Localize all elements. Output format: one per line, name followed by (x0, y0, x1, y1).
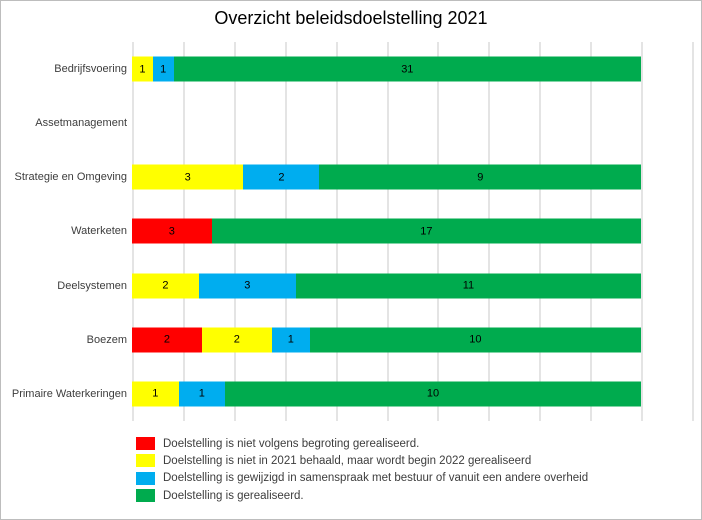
bar-value: 1 (198, 387, 205, 400)
bar-value: 3 (168, 225, 175, 238)
bar-value: 9 (477, 171, 484, 184)
category-row: Deelsystemen 2 3 11 (1, 259, 701, 313)
bar-segment-red: 2 (132, 327, 202, 353)
bar-segment-green: 10 (225, 381, 641, 407)
bar-segment-blue: 1 (152, 56, 174, 82)
bar-segment-blue: 3 (198, 273, 296, 299)
bar-value: 11 (462, 279, 475, 292)
bar-segment-red: 3 (132, 218, 212, 244)
bar-value: 1 (287, 333, 294, 346)
bar-value: 17 (420, 225, 433, 238)
category-label: Waterketen (71, 225, 127, 238)
bar-track: 1 1 10 (132, 381, 641, 407)
category-label: Deelsystemen (57, 279, 127, 292)
legend-label: Doelstelling is niet volgens begroting g… (163, 437, 420, 450)
bar-value: 3 (184, 171, 191, 184)
bar-segment-blue: 1 (178, 381, 225, 407)
bar-segment-green: 10 (309, 327, 641, 353)
bar-segment-yellow: 2 (132, 273, 199, 299)
bar-segment-yellow: 1 (132, 56, 153, 82)
gridline (641, 42, 644, 421)
legend-item: Doelstelling is gewijzigd in samenspraak… (136, 471, 589, 485)
bar-value: 2 (162, 279, 169, 292)
bar-track: 3 17 (132, 218, 641, 244)
category-row: Strategie en Omgeving 3 2 9 (1, 150, 701, 204)
legend-swatch-yellow (136, 454, 155, 468)
bar-value: 1 (152, 387, 159, 400)
bar-segment-blue: 2 (243, 164, 320, 190)
bar-value: 1 (139, 63, 146, 76)
legend-swatch-red (136, 437, 155, 450)
bar-segment-green: 31 (173, 56, 642, 82)
legend-item: Doelstelling is niet volgens begroting g… (136, 437, 588, 450)
bar-track: 2 3 11 (132, 273, 641, 299)
bar-segment-yellow: 2 (201, 327, 272, 353)
chart-title: Overzicht beleidsdoelstelling 2021 (214, 8, 488, 28)
category-row: Boezem 2 2 1 10 (1, 313, 701, 367)
legend-item: Doelstelling is niet in 2021 behaald, ma… (136, 454, 588, 468)
bar-track (132, 111, 641, 136)
rows: Bedrijfsvoering 1 1 31 Assetmanagement Strate… (1, 42, 701, 421)
category-row: Primaire Waterkeringen 1 1 10 (1, 367, 701, 421)
bar-track: 2 2 1 10 (132, 327, 641, 353)
bar-value: 10 (426, 387, 440, 400)
legend-label: Doelstelling is gerealiseerd. (163, 489, 304, 502)
bar-value: 31 (401, 63, 414, 76)
legend: Doelstelling is niet volgens begroting g… (136, 437, 588, 507)
legend-label: Doelstelling is gewijzigd in samenspraak… (163, 472, 589, 485)
gridline (692, 42, 694, 421)
category-row: Waterketen 3 17 (1, 204, 701, 258)
bar-value: 2 (278, 171, 285, 184)
legend-swatch-blue (136, 471, 155, 485)
bar-value: 1 (160, 63, 167, 76)
category-label: Assetmanagement (35, 117, 127, 130)
bar-value: 2 (233, 333, 240, 346)
category-row: Bedrijfsvoering 1 1 31 (1, 42, 701, 96)
bar-value: 3 (244, 279, 251, 292)
category-row: Assetmanagement (1, 96, 701, 150)
bar-segment-green: 17 (211, 218, 641, 244)
bar-track: 3 2 9 (132, 164, 642, 190)
legend-swatch-green (136, 489, 155, 503)
legend-item: Doelstelling is gerealiseerd. (136, 489, 588, 503)
category-label: Bedrijfsvoering (54, 63, 127, 76)
plot-area: Bedrijfsvoering 1 1 31 Assetmanagement Strate… (1, 42, 701, 421)
bar-track: 1 1 31 (132, 56, 642, 82)
legend-label: Doelstelling is niet in 2021 behaald, ma… (163, 454, 532, 467)
bar-segment-yellow: 3 (132, 164, 244, 190)
category-label: Boezem (86, 333, 127, 346)
bar-value: 10 (469, 333, 482, 346)
category-label: Strategie en Omgeving (14, 171, 127, 184)
bar-segment-yellow: 1 (132, 381, 179, 407)
bar-value: 2 (163, 333, 171, 346)
bar-segment-blue: 1 (271, 327, 310, 353)
bar-segment-green: 11 (295, 273, 641, 299)
category-label: Primaire Waterkeringen (11, 387, 127, 400)
bar-segment-green: 9 (319, 164, 642, 190)
